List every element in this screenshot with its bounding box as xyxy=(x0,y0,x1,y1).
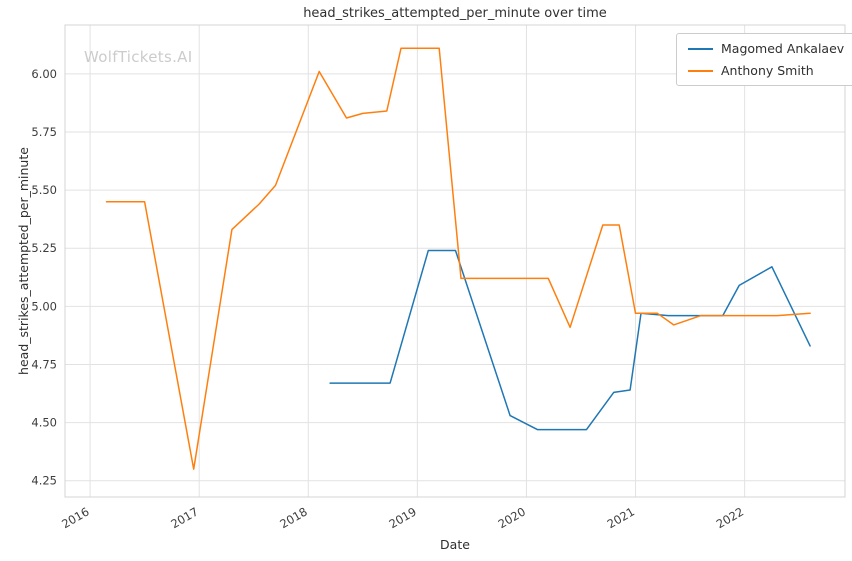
x-tick-label: 2021 xyxy=(605,504,637,531)
y-tick-label: 4.50 xyxy=(31,416,57,430)
y-tick-label: 6.00 xyxy=(31,67,57,81)
chart-title: head_strikes_attempted_per_minute over t… xyxy=(303,6,607,21)
series-line-anthony-smith xyxy=(105,47,811,470)
x-tick-label: 2020 xyxy=(496,504,528,531)
legend: Magomed Ankalaev Anthony Smith xyxy=(676,33,852,86)
plot-border xyxy=(64,24,846,498)
series-line-magomed-ankalaev xyxy=(329,249,811,431)
x-tick-label: 2017 xyxy=(168,504,200,531)
x-tick-label: 2019 xyxy=(387,504,419,531)
x-tick-label: 2018 xyxy=(277,504,309,531)
legend-label: Magomed Ankalaev xyxy=(721,41,845,56)
legend-line-sample-orange xyxy=(688,69,713,72)
y-tick-label: 4.25 xyxy=(31,474,57,488)
x-tick-label: 2022 xyxy=(714,504,746,531)
legend-item-anthony-smith: Anthony Smith xyxy=(688,63,844,78)
x-axis-label: Date xyxy=(440,537,470,552)
y-tick-label: 4.75 xyxy=(31,357,57,371)
y-tick-label: 5.25 xyxy=(31,241,57,255)
y-tick-label: 5.00 xyxy=(31,299,57,313)
legend-label: Anthony Smith xyxy=(721,63,814,78)
x-tick-label: 2016 xyxy=(59,504,91,531)
watermark: WolfTickets.AI xyxy=(84,48,193,66)
legend-item-magomed-ankalaev: Magomed Ankalaev xyxy=(688,41,844,56)
y-tick-label: 5.50 xyxy=(31,183,57,197)
y-tick-label: 5.75 xyxy=(31,125,57,139)
legend-line-sample-blue xyxy=(688,47,713,50)
